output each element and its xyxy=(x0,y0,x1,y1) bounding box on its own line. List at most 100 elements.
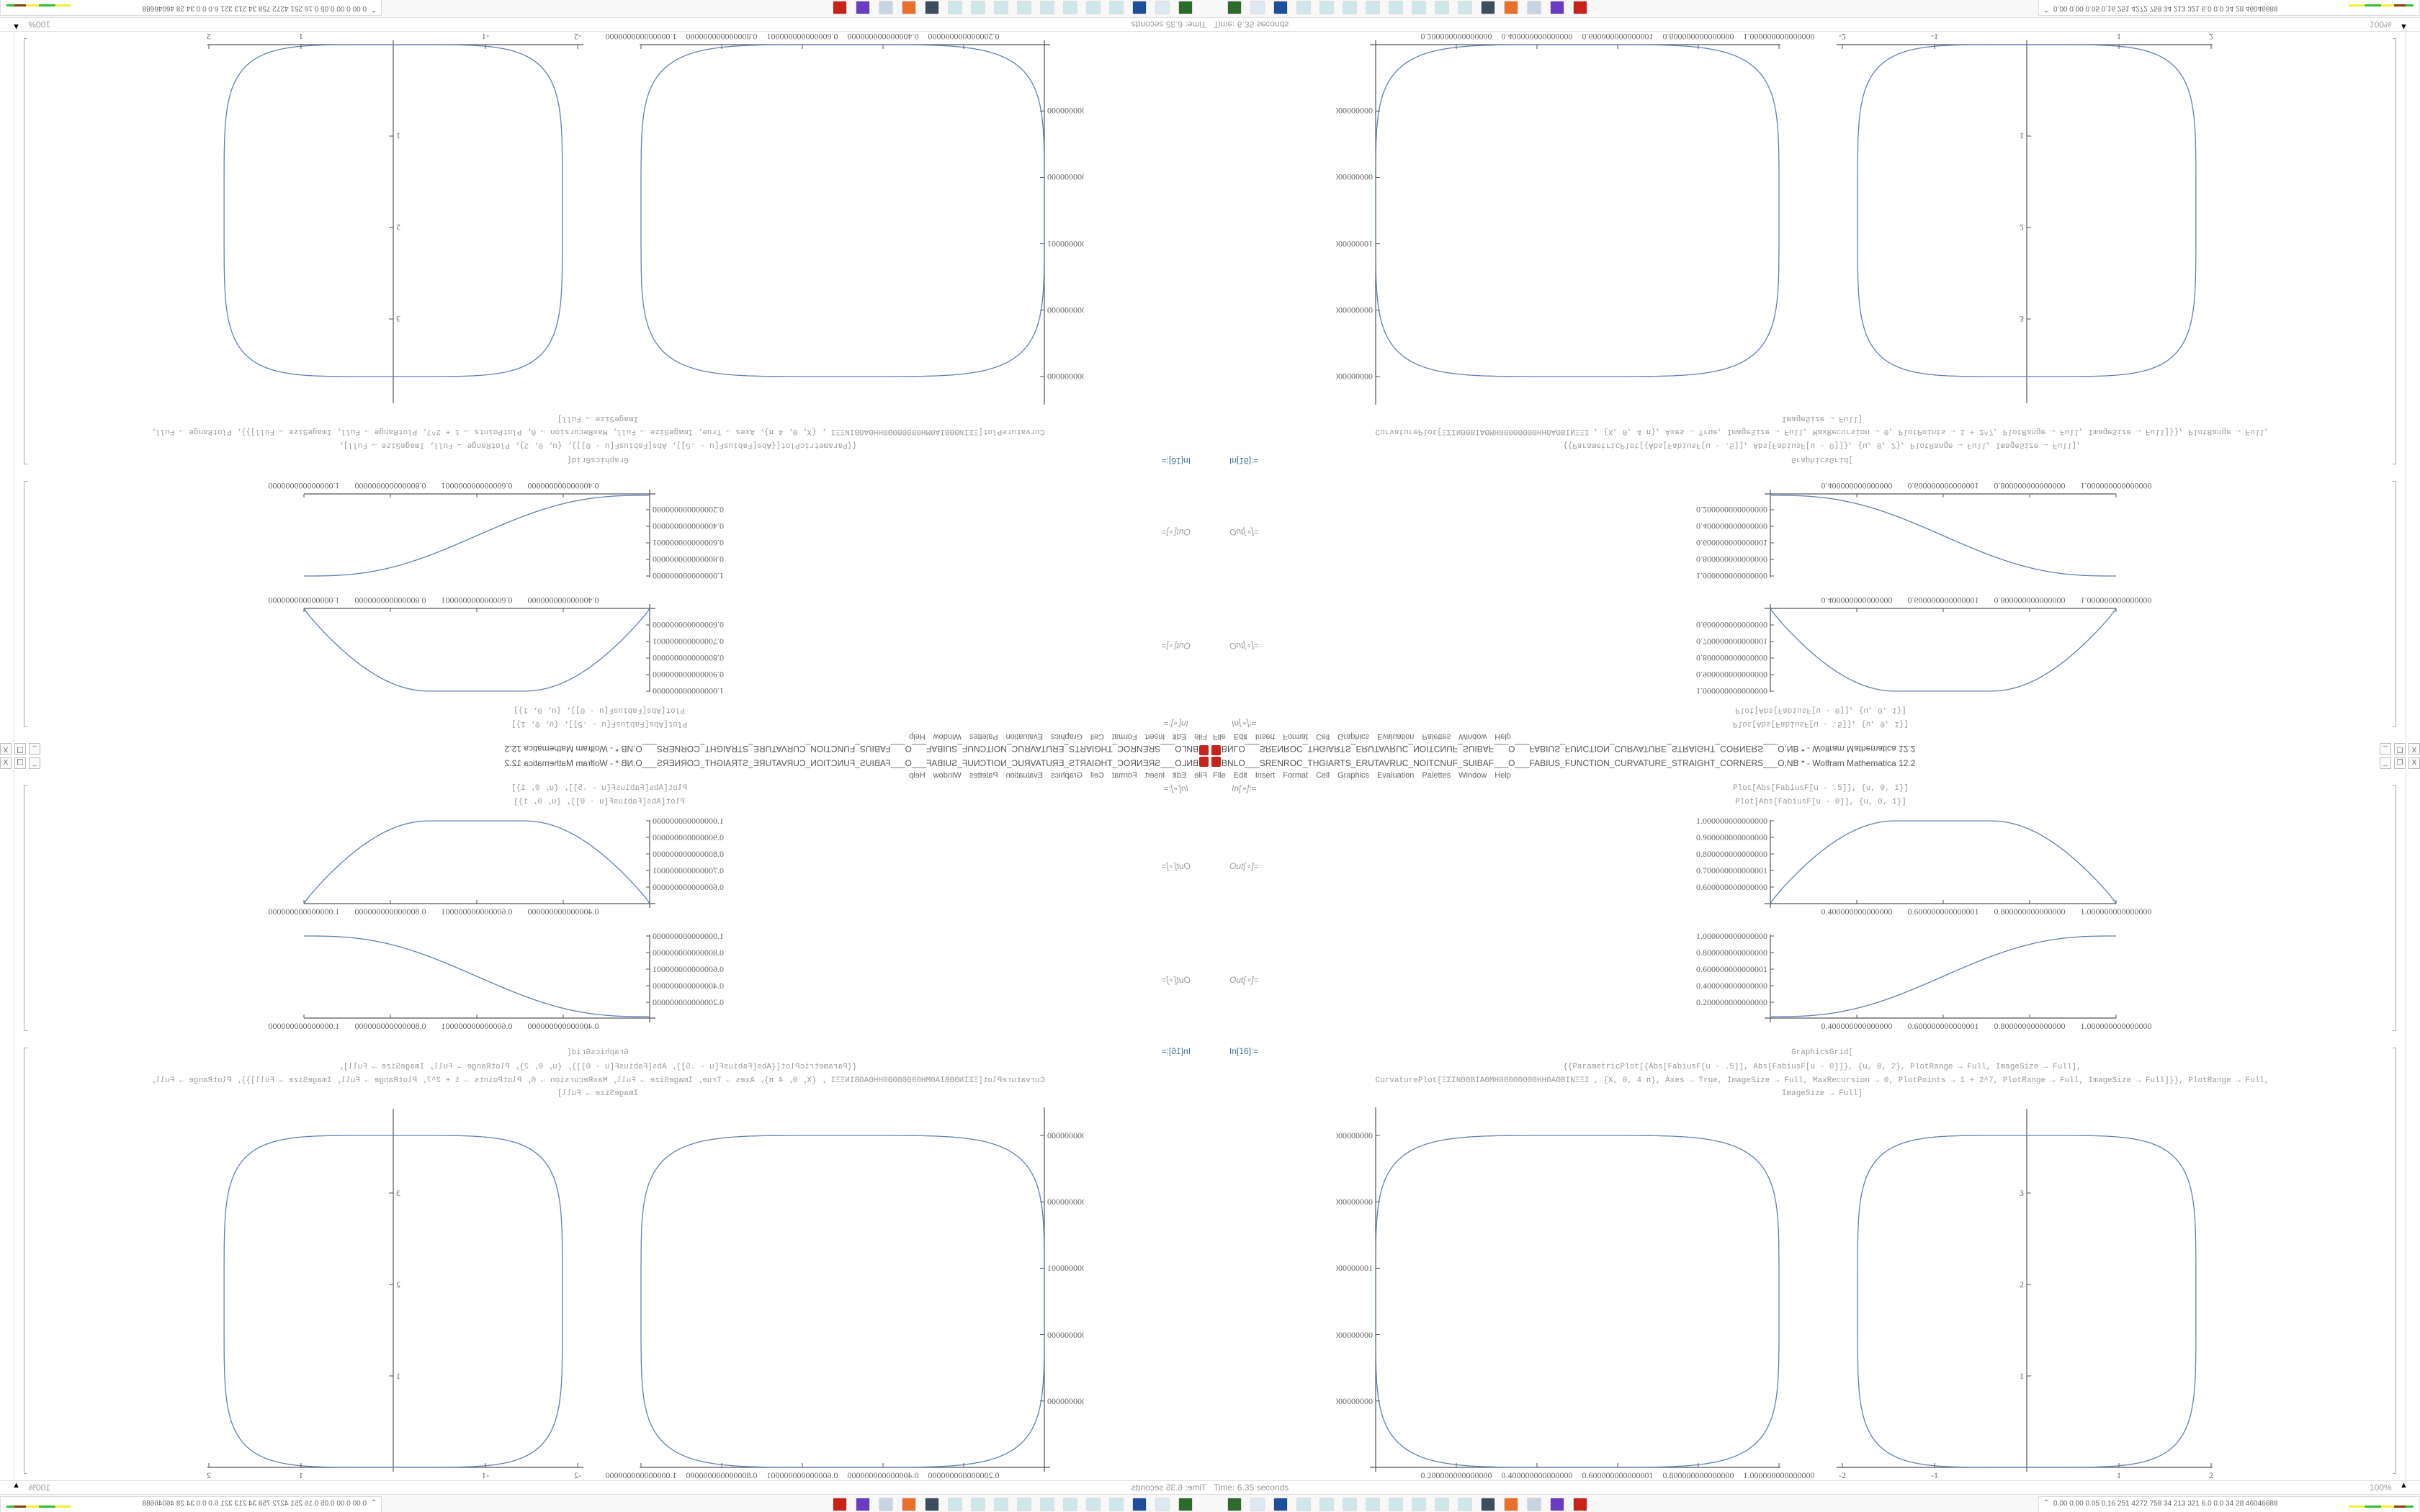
terminal-icon[interactable] xyxy=(1481,1498,1495,1511)
input-line[interactable]: Plot[Abs[FabiusF[u - 0]], {u, 0, 1}] xyxy=(514,706,685,714)
maximize-button[interactable]: ❐ xyxy=(14,757,26,769)
cell-bracket[interactable] xyxy=(2393,785,2396,1031)
zoom-level[interactable]: 100% xyxy=(28,1482,50,1493)
menu-edit[interactable]: Edit xyxy=(1233,771,1247,780)
cell-bracket[interactable] xyxy=(2393,1048,2396,1474)
input-line[interactable]: {{ParametricPlot[{Abs[FabiusF[u - .5]], … xyxy=(339,441,857,449)
terminal-green-icon[interactable] xyxy=(1227,1,1242,14)
terminal-icon[interactable] xyxy=(1481,1,1495,14)
input-line[interactable]: CurvaturePlot[ΞΣΙΝΘΘΒΙΑΘΜΗΘΘΘΘΘΘΘΘΗΗΘΑΘΒ… xyxy=(1375,427,2269,436)
cell-bracket[interactable] xyxy=(24,481,27,727)
input-line[interactable]: Plot[Abs[FabiusF[u - .5]], {u, 0, 1}] xyxy=(511,784,688,793)
floppy-64-icon[interactable] xyxy=(1132,1498,1147,1511)
input-line[interactable]: CurvaturePlot[ΞΣΙΝΘΘΒΙΑΘΜΗΘΘΘΘΘΘΘΘΗΗΘΑΘΒ… xyxy=(151,1076,1045,1085)
zoom-up-icon[interactable]: ▲ xyxy=(12,1481,20,1490)
input-line[interactable]: ImageSize → Full] xyxy=(557,1089,639,1098)
minimize-button[interactable]: _ xyxy=(29,757,40,769)
notepad-icon[interactable] xyxy=(1458,1,1472,14)
menu-format[interactable]: Format xyxy=(1111,732,1137,741)
menu-cell[interactable]: Cell xyxy=(1316,771,1330,780)
notepad-icon[interactable] xyxy=(1086,1,1101,14)
notepad-icon[interactable] xyxy=(1063,1,1077,14)
input-line[interactable]: Plot[Abs[FabiusF[u - 0]], {u, 0, 1}] xyxy=(514,798,685,806)
notepad-icon[interactable] xyxy=(1040,1498,1054,1511)
cell-bracket[interactable] xyxy=(24,1048,27,1474)
menu-palettes[interactable]: Palettes xyxy=(1422,732,1451,741)
maximize-button[interactable]: ❐ xyxy=(2394,743,2406,755)
input-line[interactable]: {{ParametricPlot[{Abs[FabiusF[u - .5]], … xyxy=(1563,441,2081,449)
cell-bracket[interactable] xyxy=(2393,38,2396,464)
notepad-icon[interactable] xyxy=(1109,1498,1124,1511)
maximize-button[interactable]: ❐ xyxy=(2394,757,2406,769)
firefox-icon[interactable] xyxy=(902,1,916,14)
input-line[interactable]: CurvaturePlot[ΞΣΙΝΘΘΒΙΑΘΜΗΘΘΘΘΘΘΘΘΗΗΘΑΘΒ… xyxy=(151,427,1045,436)
menu-cell[interactable]: Cell xyxy=(1090,732,1104,741)
input-line[interactable]: Plot[Abs[FabiusF[u - 0]], {u, 0, 1}] xyxy=(1735,798,1906,806)
menu-file[interactable]: File xyxy=(1213,771,1226,780)
menu-file[interactable]: File xyxy=(1194,771,1207,780)
zoom-up-icon[interactable]: ▲ xyxy=(2400,1481,2408,1490)
notepad-icon[interactable] xyxy=(1109,1,1124,14)
menu-help[interactable]: Help xyxy=(909,732,926,741)
notepad-icon[interactable] xyxy=(1319,1498,1334,1511)
vertical-scrollbar[interactable] xyxy=(0,29,14,742)
input-line[interactable]: Plot[Abs[FabiusF[u - .5]], {u, 0, 1}] xyxy=(511,719,688,728)
purple-app-icon[interactable] xyxy=(1550,1498,1564,1511)
menu-insert[interactable]: Insert xyxy=(1144,732,1165,741)
notepad-icon[interactable] xyxy=(1343,1,1357,14)
menu-format[interactable]: Format xyxy=(1283,771,1309,780)
notepad-icon[interactable] xyxy=(1458,1498,1472,1511)
menu-window[interactable]: Window xyxy=(1458,732,1487,741)
chevron-up-icon[interactable]: ⌃ xyxy=(370,5,377,13)
menu-help[interactable]: Help xyxy=(1494,732,1511,741)
vertical-scrollbar[interactable] xyxy=(0,770,14,1483)
computer-icon[interactable] xyxy=(1155,1498,1170,1511)
firefox-icon[interactable] xyxy=(1504,1,1518,14)
vertical-scrollbar[interactable] xyxy=(2406,770,2420,1483)
menu-format[interactable]: Format xyxy=(1283,732,1309,741)
menu-graphics[interactable]: Graphics xyxy=(1050,732,1083,741)
input-line[interactable]: Plot[Abs[FabiusF[u - .5]], {u, 0, 1}] xyxy=(1732,784,1909,793)
notepad-icon[interactable] xyxy=(1389,1498,1403,1511)
input-line[interactable]: ImageSize → Full] xyxy=(1781,1089,1863,1098)
cell-bracket[interactable] xyxy=(24,785,27,1031)
menu-evaluation[interactable]: Evaluation xyxy=(1377,771,1415,780)
input-line[interactable]: ImageSize → Full] xyxy=(557,414,639,423)
menu-file[interactable]: File xyxy=(1213,732,1226,741)
notepad-icon[interactable] xyxy=(1366,1,1380,14)
notepad-icon[interactable] xyxy=(1319,1,1334,14)
menu-insert[interactable]: Insert xyxy=(1255,732,1276,741)
firefox-icon[interactable] xyxy=(902,1498,916,1511)
terminal-green-icon[interactable] xyxy=(1178,1,1193,14)
chevron-up-icon[interactable]: ⌃ xyxy=(2043,1499,2050,1507)
menu-insert[interactable]: Insert xyxy=(1255,771,1276,780)
computer-icon[interactable] xyxy=(1250,1,1265,14)
menu-edit[interactable]: Edit xyxy=(1173,732,1187,741)
zoom-up-icon[interactable]: ▲ xyxy=(2400,22,2408,31)
notepad-icon[interactable] xyxy=(1086,1498,1101,1511)
mathematica-icon[interactable] xyxy=(833,1,847,14)
terminal-green-icon[interactable] xyxy=(1227,1498,1242,1511)
chevron-up-icon[interactable]: ⌃ xyxy=(2043,5,2050,13)
notepad-icon[interactable] xyxy=(1412,1498,1426,1511)
notepad-icon[interactable] xyxy=(1063,1498,1077,1511)
menu-palettes[interactable]: Palettes xyxy=(969,771,998,780)
menu-window[interactable]: Window xyxy=(933,732,962,741)
floppy-64-icon[interactable] xyxy=(1273,1,1288,14)
menu-insert[interactable]: Insert xyxy=(1144,771,1165,780)
minimize-button[interactable]: _ xyxy=(29,743,40,755)
purple-app-icon[interactable] xyxy=(856,1498,870,1511)
input-line[interactable]: Plot[Abs[FabiusF[u - 0]], {u, 0, 1}] xyxy=(1735,706,1906,714)
notepad-icon[interactable] xyxy=(971,1,985,14)
menu-format[interactable]: Format xyxy=(1111,771,1137,780)
close-button[interactable]: X xyxy=(0,757,12,769)
firefox-icon[interactable] xyxy=(1504,1498,1518,1511)
menu-edit[interactable]: Edit xyxy=(1233,732,1247,741)
cell-bracket[interactable] xyxy=(2393,481,2396,727)
input-line[interactable]: ImageSize → Full] xyxy=(1781,414,1863,423)
notepad-icon[interactable] xyxy=(994,1,1008,14)
menu-evaluation[interactable]: Evaluation xyxy=(1377,732,1415,741)
menu-help[interactable]: Help xyxy=(909,771,926,780)
menu-cell[interactable]: Cell xyxy=(1090,771,1104,780)
input-line[interactable]: {{ParametricPlot[{Abs[FabiusF[u - .5]], … xyxy=(1563,1063,2081,1071)
